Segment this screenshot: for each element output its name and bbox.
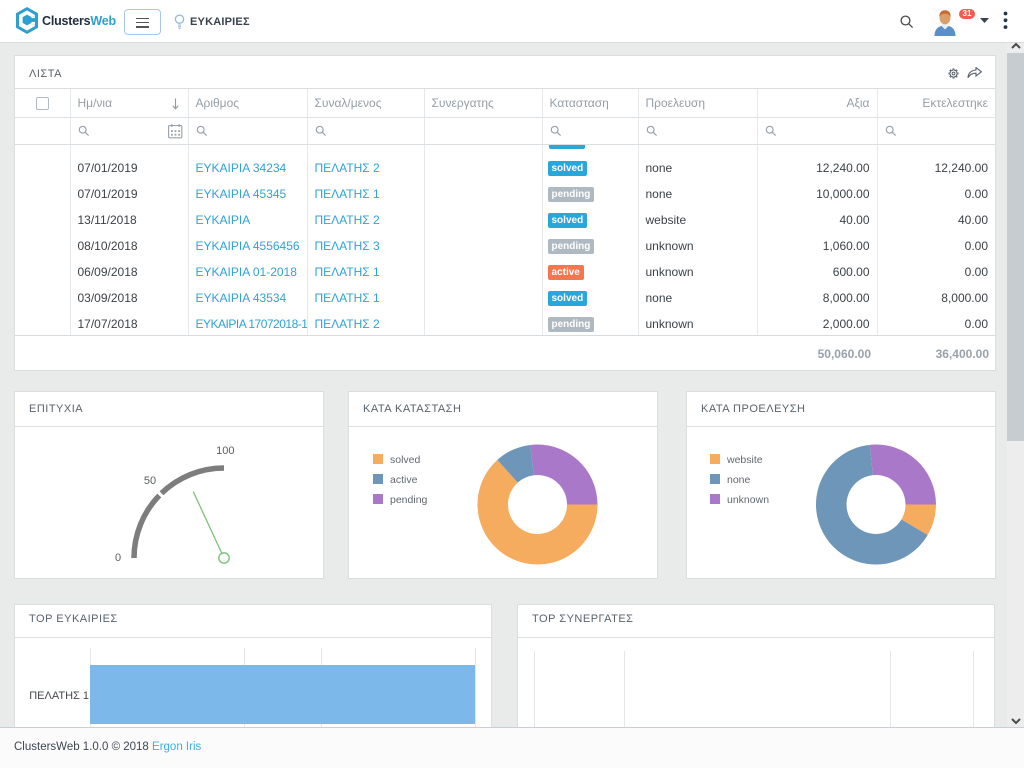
svg-text:50: 50 — [143, 475, 155, 487]
svg-text:100: 100 — [216, 445, 234, 457]
svg-text:0: 0 — [114, 552, 120, 564]
